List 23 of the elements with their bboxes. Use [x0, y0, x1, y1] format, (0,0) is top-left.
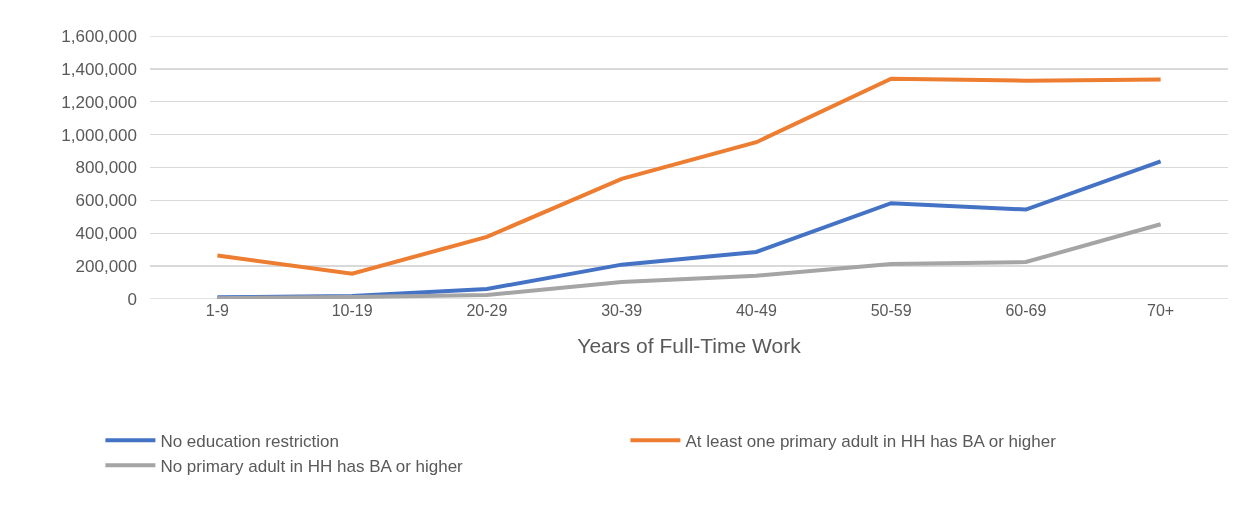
x-tick-label: 60-69	[1005, 302, 1047, 319]
legend-label: No education restriction	[160, 431, 340, 451]
y-tick-label: 600,000	[75, 191, 137, 211]
legend-label: At least one primary adult in HH has BA or higher	[685, 431, 1057, 451]
y-tick-label: 0	[127, 289, 137, 309]
x-tick-label: 50-59	[870, 302, 912, 319]
line-series	[215, 76, 1163, 276]
y-tick-label: 1,400,000	[61, 59, 137, 79]
legend-label: No primary adult in HH has BA or higher	[160, 456, 464, 476]
x-tick-label: 10-19	[331, 302, 373, 319]
x-tick-label: 70+	[1147, 302, 1175, 319]
x-tick-label: 30-39	[601, 302, 643, 319]
x-tick-label: 40-49	[735, 302, 777, 319]
line-series	[215, 222, 1163, 299]
y-tick-label: 400,000	[75, 224, 137, 244]
x-axis-title: Years of Full-Time Work	[577, 334, 802, 358]
x-tick-label: 20-29	[466, 302, 508, 319]
y-tick-label: 1,200,000	[61, 92, 137, 112]
y-tick-label: 800,000	[75, 158, 137, 178]
y-tick-label: 1,600,000	[61, 26, 137, 46]
y-tick-label: 200,000	[75, 257, 137, 277]
y-tick-label: 1,000,000	[61, 125, 137, 145]
x-tick-label: 1-9	[205, 302, 230, 319]
